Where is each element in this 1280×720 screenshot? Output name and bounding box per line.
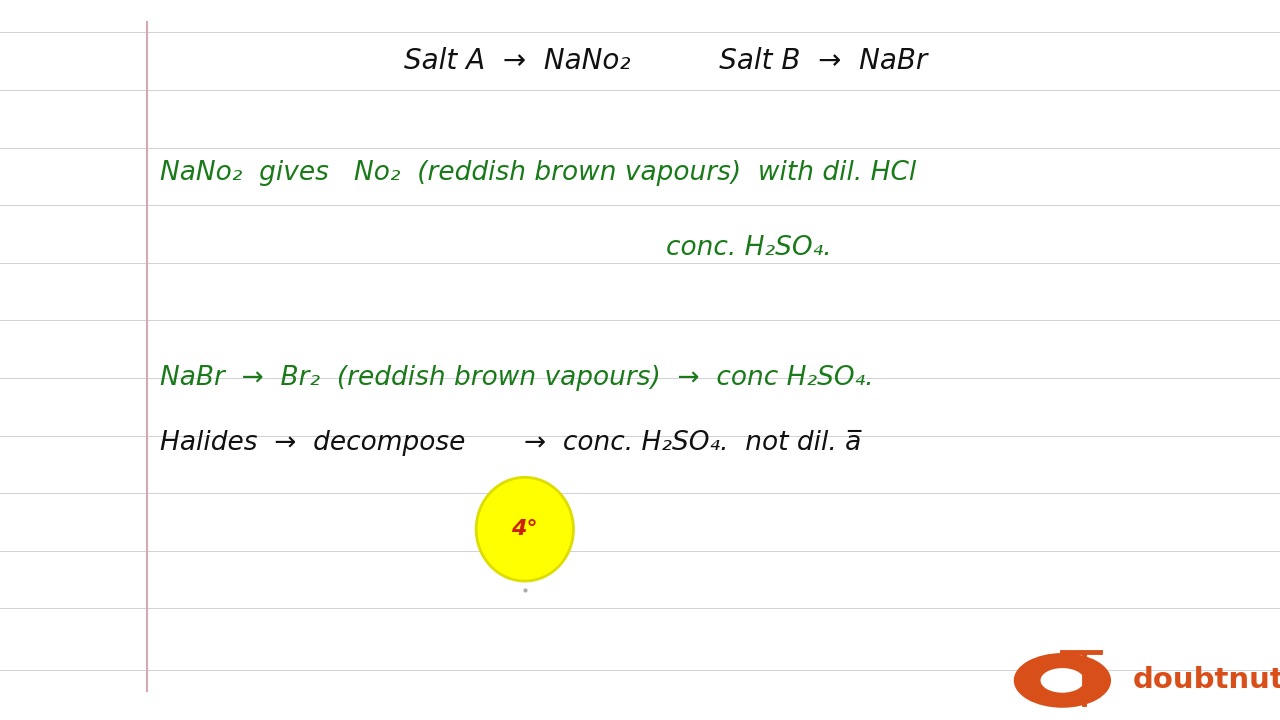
Text: NaNo₂  gives   No₂  (reddish brown vapours)  with dil. HCl: NaNo₂ gives No₂ (reddish brown vapours) …	[160, 160, 916, 186]
Circle shape	[1014, 653, 1111, 708]
Text: Halides  →  decompose       →  conc. H₂SO₄.  not dil. a̅: Halides → decompose → conc. H₂SO₄. not d…	[160, 430, 861, 456]
Text: doubtnut: doubtnut	[1133, 667, 1280, 694]
Circle shape	[1041, 668, 1084, 693]
Text: Salt A  →  NaNo₂          Salt B  →  NaBr: Salt A → NaNo₂ Salt B → NaBr	[404, 48, 927, 75]
Ellipse shape	[476, 477, 573, 581]
Text: 4°: 4°	[512, 519, 538, 539]
Text: NaBr  →  Br₂  (reddish brown vapours)  →  conc H₂SO₄.: NaBr → Br₂ (reddish brown vapours) → con…	[160, 365, 874, 391]
Text: conc. H₂SO₄.: conc. H₂SO₄.	[666, 235, 831, 261]
